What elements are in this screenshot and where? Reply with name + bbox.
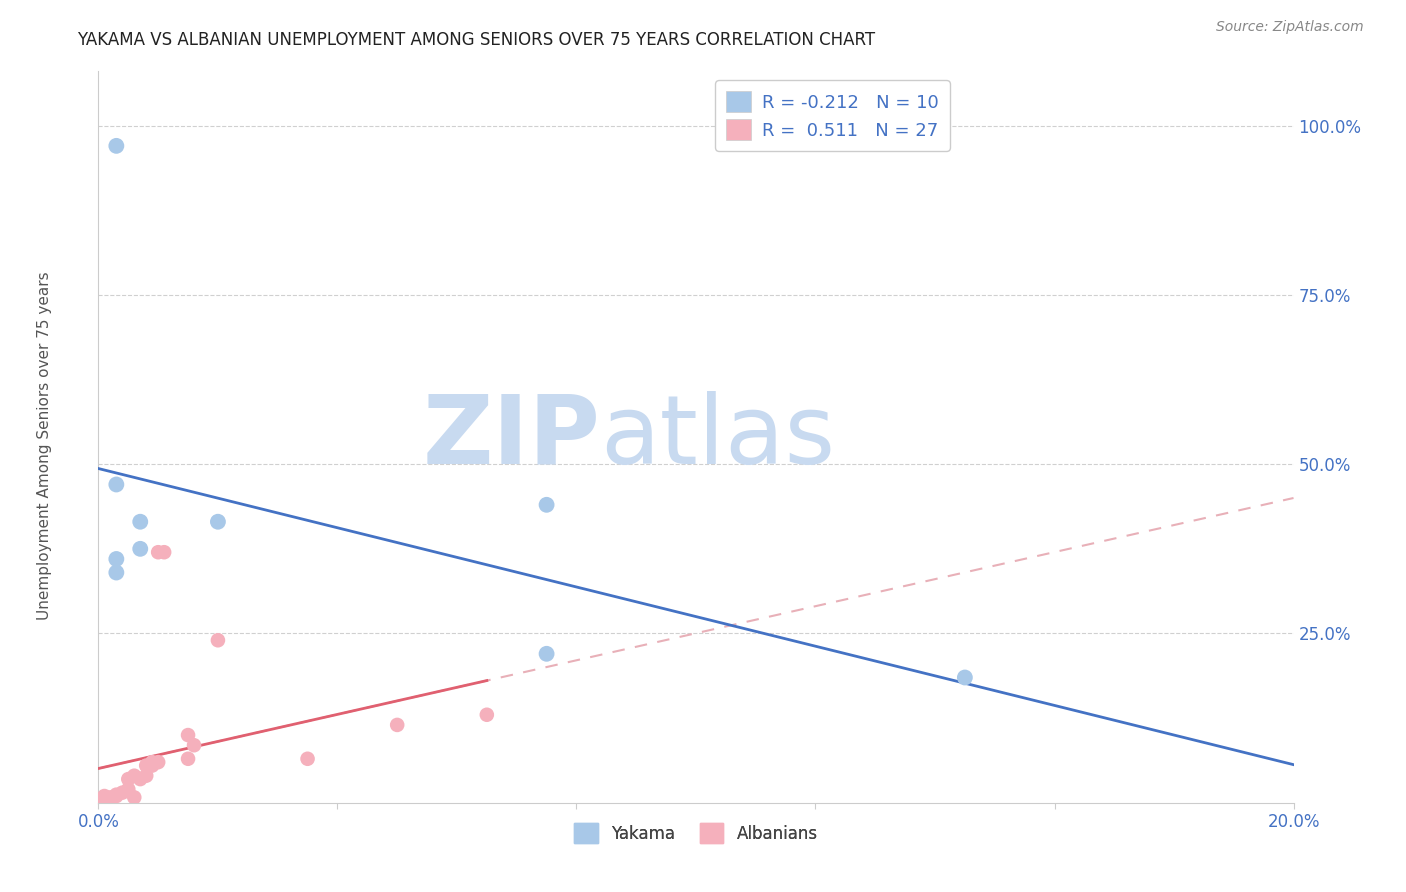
Point: [148, 545, 170, 559]
Text: ZIP: ZIP: [422, 391, 600, 483]
Point: [105, 788, 128, 802]
Point: [297, 752, 319, 766]
Point: [129, 515, 152, 529]
Point: [117, 782, 139, 797]
Point: [93, 789, 115, 803]
Text: atlas: atlas: [600, 391, 835, 483]
Point: [148, 755, 170, 769]
Point: [124, 790, 146, 805]
Point: [98, 790, 122, 805]
Point: [536, 647, 558, 661]
Point: [105, 139, 128, 153]
Point: [98, 792, 122, 806]
Point: [105, 477, 128, 491]
Point: [141, 758, 163, 772]
Point: [129, 541, 152, 556]
Text: YAKAMA VS ALBANIAN UNEMPLOYMENT AMONG SENIORS OVER 75 YEARS CORRELATION CHART: YAKAMA VS ALBANIAN UNEMPLOYMENT AMONG SE…: [77, 31, 876, 49]
Point: [124, 769, 146, 783]
Point: [207, 515, 229, 529]
Point: [117, 772, 139, 786]
Point: [207, 633, 229, 648]
Point: [93, 791, 115, 805]
Legend: Yakama, Albanians: Yakama, Albanians: [568, 817, 824, 849]
Point: [141, 755, 163, 769]
Point: [135, 758, 157, 772]
Point: [129, 772, 152, 786]
Point: [536, 498, 558, 512]
Point: [385, 718, 409, 732]
Point: [135, 769, 157, 783]
Point: [183, 738, 205, 752]
Point: [105, 566, 128, 580]
Point: [177, 752, 200, 766]
Text: Source: ZipAtlas.com: Source: ZipAtlas.com: [1216, 20, 1364, 34]
Point: [177, 728, 200, 742]
Point: [475, 707, 498, 722]
Point: [87, 792, 110, 806]
Point: [111, 786, 134, 800]
Point: [153, 545, 176, 559]
Point: [953, 671, 976, 685]
Point: [105, 552, 128, 566]
Text: Unemployment Among Seniors over 75 years: Unemployment Among Seniors over 75 years: [38, 272, 52, 620]
Point: [105, 789, 128, 803]
